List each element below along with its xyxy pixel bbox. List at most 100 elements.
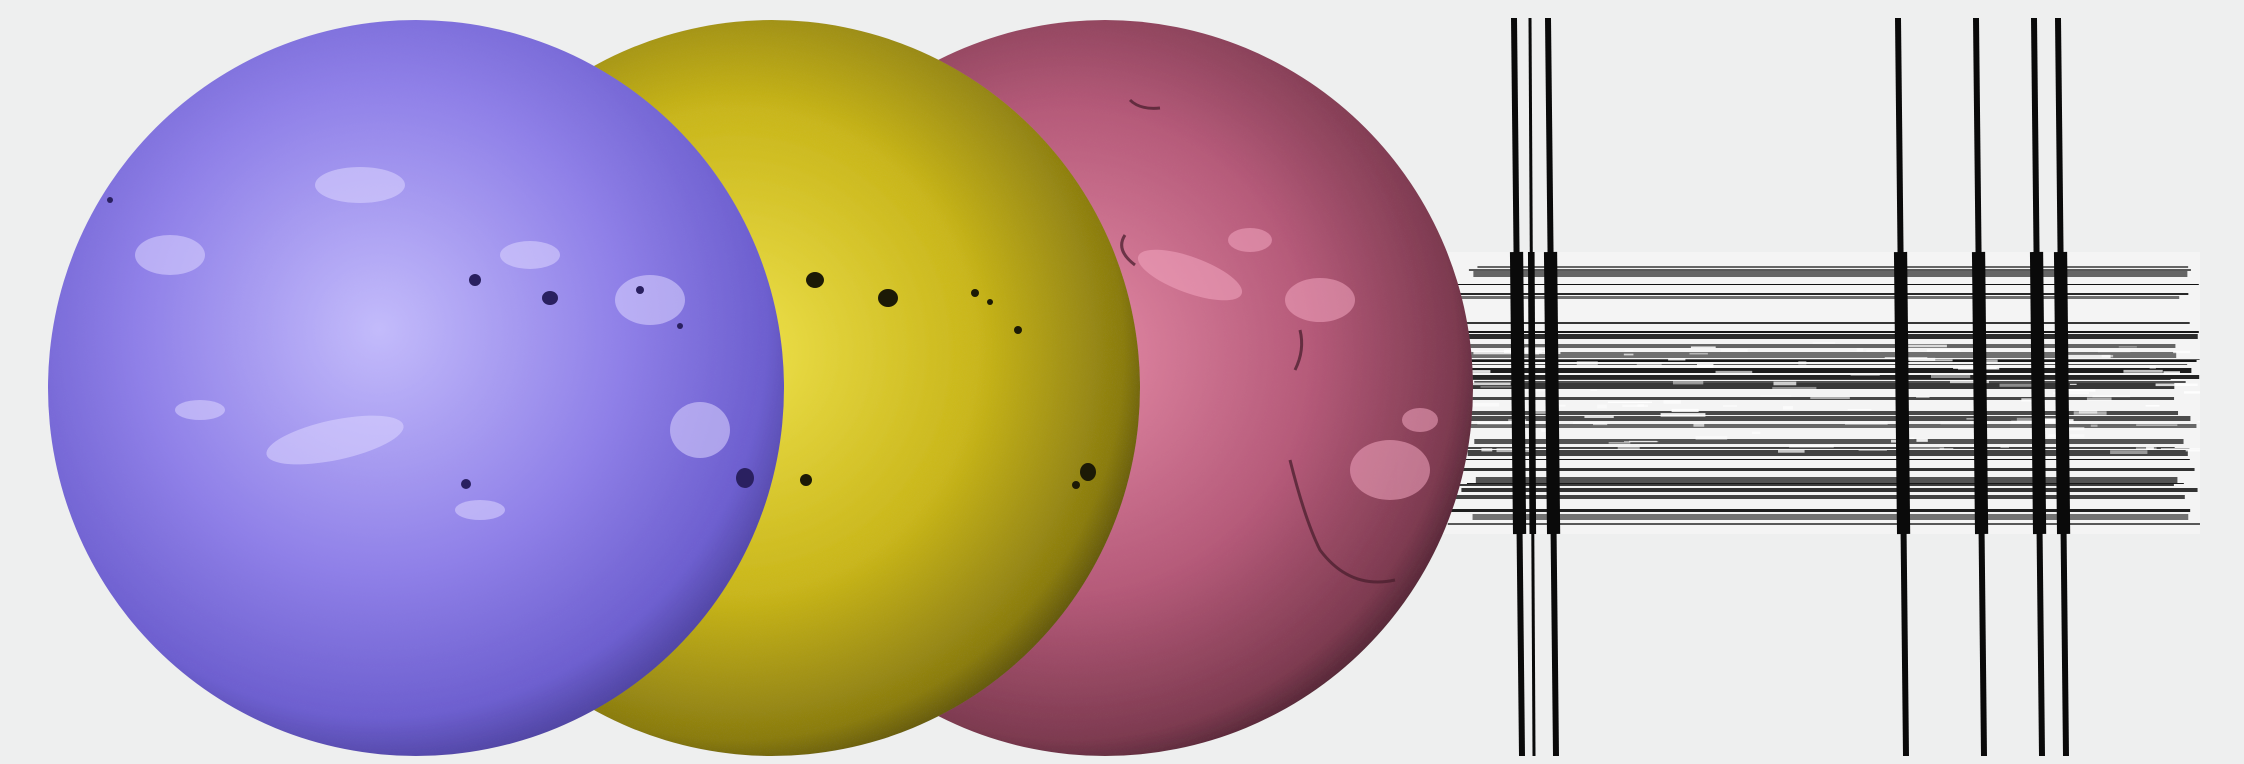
spectrum-speckle xyxy=(1590,389,1598,391)
absorption-line-core xyxy=(1509,251,1527,535)
spectrum-speckle xyxy=(2069,383,2077,385)
spectrum-speckle xyxy=(2090,424,2098,427)
spectrum-speckle xyxy=(1999,383,2032,387)
spectrum-streak xyxy=(1451,468,2195,471)
spectrum-speckle xyxy=(1572,422,1605,424)
spectrum-speckle xyxy=(1902,344,1947,348)
spectrum-speckle xyxy=(1931,375,1971,379)
spectrum-speckle xyxy=(1624,350,1634,352)
spectrum-speckle xyxy=(1576,361,1598,365)
spectrum-streak xyxy=(1447,523,2200,525)
spectrum-speckle xyxy=(1461,402,1500,407)
spectrum-speckle xyxy=(1584,415,1614,419)
spectrum-speckle xyxy=(1689,352,1708,355)
spectrum-speckle xyxy=(1926,349,1961,352)
spectrum-speckle xyxy=(2110,450,2148,454)
spectrum-speckle xyxy=(2184,391,2200,394)
spectrum-streak xyxy=(1455,331,2199,333)
spectrum-speckle xyxy=(2118,346,2137,348)
absorption-line-core xyxy=(1527,251,1537,535)
spectrum-speckle xyxy=(1844,421,1888,425)
spectrum-speckle xyxy=(2155,383,2198,387)
spectrum-speckle xyxy=(2066,354,2111,359)
spectrum-speckle xyxy=(1693,423,1705,427)
spectrum-speckle xyxy=(2065,427,2085,431)
spectrum-speckle xyxy=(1751,431,1761,435)
spectrum-streak xyxy=(1448,448,2190,449)
spectrum-speckle xyxy=(1906,437,1915,440)
spectrum-speckle xyxy=(1722,404,1738,408)
spectrum-speckle xyxy=(2092,395,2131,398)
spectrum-speckle xyxy=(1477,422,1519,425)
spectrum-speckle xyxy=(1623,353,1634,356)
spectrum-streak xyxy=(1456,334,2198,339)
spectrum-speckle xyxy=(1812,342,1836,344)
absorption-line-core xyxy=(2029,251,2047,535)
spectrum-speckle xyxy=(1469,370,1491,373)
spectrum-speckle xyxy=(2163,371,2180,375)
spectrum-speckle xyxy=(2036,418,2069,422)
spectrum-streak xyxy=(1456,284,2199,285)
spectrum-streak xyxy=(1457,383,2175,389)
spectrum-speckle xyxy=(1696,363,1714,368)
spectrum-speckle xyxy=(2097,349,2131,353)
spectrum-speckle xyxy=(1916,396,1930,398)
spectrum-streak xyxy=(1451,495,2185,499)
spectrum-speckle xyxy=(1899,447,1945,449)
spectrum-speckle xyxy=(1636,363,1662,366)
spectrum-speckle xyxy=(1523,351,1561,355)
spectrum-speckle xyxy=(2160,448,2200,450)
spectrum-speckle xyxy=(2101,354,2114,358)
spectrum-speckle xyxy=(1663,400,1682,404)
spectrum-streak xyxy=(1444,484,2174,486)
spectrum-speckle xyxy=(2136,424,2178,426)
spectrum-streak xyxy=(1474,439,2184,444)
spectrum-speckle xyxy=(1979,359,1998,363)
spectrum-speckle xyxy=(2185,449,2200,452)
spectrum-speckle xyxy=(1556,404,1566,407)
spectrum-speckle xyxy=(1660,348,1692,350)
spectrum-streak xyxy=(1440,416,2191,421)
spectrum-speckle xyxy=(2052,392,2089,395)
spectrum-speckle xyxy=(1720,349,1748,352)
spectrum-speckle xyxy=(1690,346,1716,349)
spectrum-speckle xyxy=(1850,374,1880,376)
absorption-line-core xyxy=(1893,251,1911,535)
spectrum-speckle xyxy=(1597,404,1607,409)
spectrum-speckle xyxy=(1866,349,1881,352)
spectrum-speckle xyxy=(1671,408,1699,413)
spectrum-speckle xyxy=(1607,401,1653,404)
spectrum-speckle xyxy=(2073,411,2107,415)
spectrum-speckle xyxy=(1524,346,1553,349)
spectrum-speckle xyxy=(1593,422,1608,426)
spectrum-streak xyxy=(1474,381,2186,383)
spectrum-streak xyxy=(1467,368,2192,373)
spectrum-speckle xyxy=(1909,359,1953,362)
absorption-line-core xyxy=(1543,251,1561,535)
spectrum-speckle xyxy=(1481,448,1493,452)
spectrum-speckle xyxy=(1810,396,1850,400)
spectrum-speckle xyxy=(1891,439,1899,443)
spectrum-speckle xyxy=(1778,449,1805,453)
spectrum-speckle xyxy=(1789,445,1834,448)
spectrum-streak xyxy=(1471,352,2177,358)
spectrum-speckle xyxy=(2149,365,2156,369)
spectrum-streak xyxy=(1468,269,2191,271)
spectrum-speckle xyxy=(2086,397,2112,401)
spectrum-speckle xyxy=(2123,369,2163,373)
spectrum-streak xyxy=(1477,266,2189,268)
spectrum-streak xyxy=(1475,477,2178,483)
spectrum-streak xyxy=(1457,359,2200,360)
spectrum-streak xyxy=(1443,360,2197,362)
spectrum-speckle xyxy=(2021,398,2038,402)
spectrum-speckle xyxy=(1715,370,1753,374)
spectrum-speckle xyxy=(1668,358,1686,361)
spectrum-speckle xyxy=(1949,380,1989,384)
spectrum-streak xyxy=(1457,293,2189,295)
spectrum-streak xyxy=(1468,411,2179,415)
spectrum-speckle xyxy=(1856,348,1864,352)
spectrum-streak xyxy=(1442,364,2188,365)
solar-disk-violet xyxy=(48,20,784,756)
